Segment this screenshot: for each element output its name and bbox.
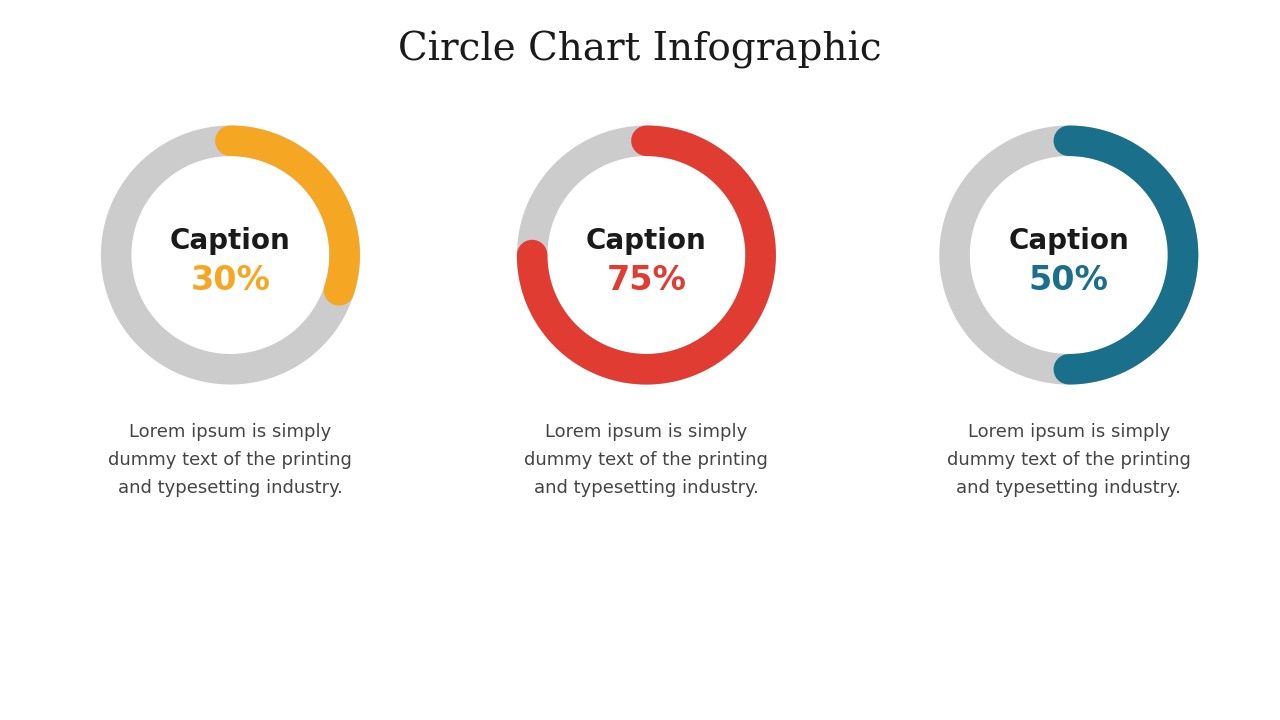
Text: Lorem ipsum is simply
dummy text of the printing
and typesetting industry.: Lorem ipsum is simply dummy text of the … xyxy=(109,423,352,497)
Text: 50%: 50% xyxy=(1029,264,1108,297)
Text: 75%: 75% xyxy=(607,264,686,297)
Text: 30%: 30% xyxy=(191,264,270,297)
Text: Caption: Caption xyxy=(170,228,291,256)
Text: Lorem ipsum is simply
dummy text of the printing
and typesetting industry.: Lorem ipsum is simply dummy text of the … xyxy=(525,423,768,497)
Text: Circle Chart Infographic: Circle Chart Infographic xyxy=(398,32,882,69)
Text: Lorem ipsum is simply
dummy text of the printing
and typesetting industry.: Lorem ipsum is simply dummy text of the … xyxy=(947,423,1190,497)
Text: Caption: Caption xyxy=(586,228,707,256)
Text: Caption: Caption xyxy=(1009,228,1129,256)
